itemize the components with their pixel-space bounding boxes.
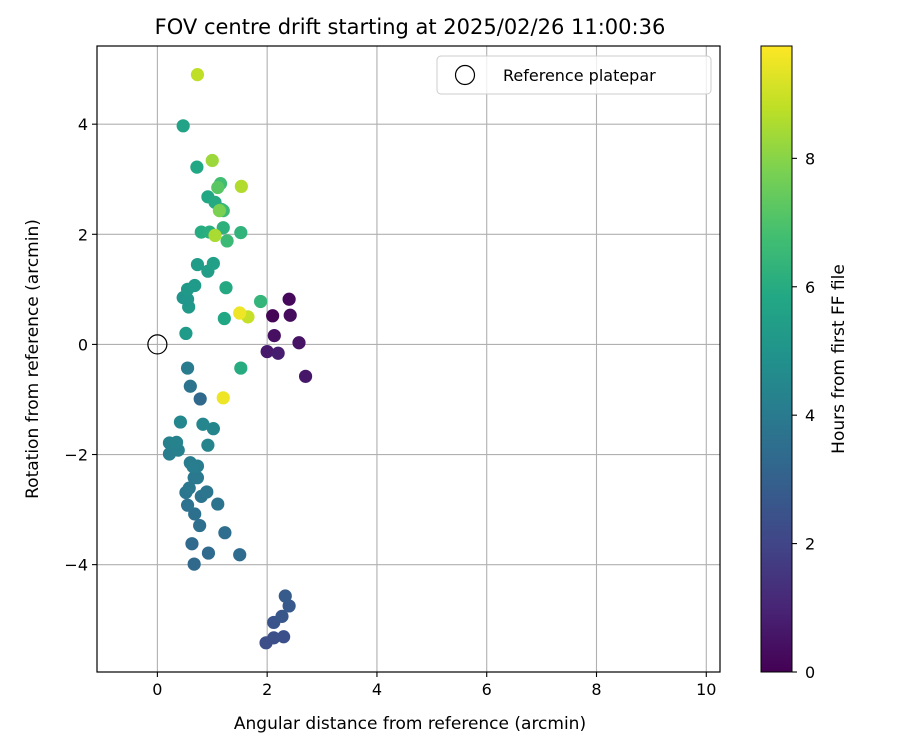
scatter-point: [190, 471, 205, 485]
scatter-point: [187, 557, 201, 571]
scatter-point: [218, 526, 232, 540]
scatter-point: [283, 308, 297, 322]
scatter-point: [193, 518, 207, 533]
y-tick-label: 2: [78, 225, 88, 244]
scatter-point: [233, 306, 247, 320]
scatter-point: [180, 361, 195, 375]
colorbar-label: Hours from first FF file: [829, 264, 849, 454]
colorbar-tick-label: 2: [805, 535, 815, 554]
x-tick-label: 0: [152, 680, 162, 699]
scatter-point: [180, 498, 195, 512]
scatter-point: [201, 546, 216, 560]
scatter-point: [267, 329, 281, 343]
scatter-point: [275, 609, 289, 623]
scatter-point: [234, 226, 248, 240]
scatter-point: [212, 204, 227, 218]
scatter-point: [188, 507, 202, 521]
y-axis-label: Rotation from reference (arcmin): [23, 219, 43, 499]
scatter-point: [186, 460, 200, 474]
scatter-point: [206, 256, 220, 271]
x-tick-label: 10: [696, 680, 716, 699]
scatter-point: [173, 415, 188, 429]
scatter-point: [176, 119, 190, 133]
scatter-point: [282, 292, 296, 306]
chart-title: FOV centre drift starting at 2025/02/26 …: [155, 15, 666, 39]
scatter-point: [233, 548, 247, 562]
scatter-point: [277, 630, 291, 644]
scatter-point: [211, 497, 225, 511]
scatter-point: [216, 221, 230, 235]
x-tick-label: 4: [372, 680, 382, 699]
colorbar-gradient: [760, 45, 793, 673]
scatter-point: [292, 336, 306, 350]
data-points: [162, 68, 313, 650]
legend-entry-reference: Reference platepar: [503, 66, 656, 85]
reference-point: [147, 334, 168, 355]
legend-box: [436, 55, 712, 95]
scatter-point: [282, 599, 296, 613]
scatter-point: [220, 234, 234, 248]
reference-platepar-marker: [147, 334, 168, 355]
legend-marker-icon: [454, 64, 476, 86]
colorbar: 0 2 4 6 8 Hours from first FF file: [760, 45, 849, 682]
scatter-point: [271, 346, 285, 360]
scatter-point: [216, 391, 230, 405]
scatter-point: [182, 481, 196, 495]
scatter-point: [260, 344, 274, 359]
scatter-point: [190, 257, 205, 272]
scatter-point: [219, 281, 233, 295]
x-tick-label: 8: [591, 680, 601, 699]
scatter-point: [234, 361, 248, 375]
scatter-point: [179, 326, 193, 340]
x-axis-label: Angular distance from reference (arcmin): [234, 714, 586, 734]
scatter-point: [266, 309, 280, 323]
scatter-point: [201, 438, 215, 452]
scatter-point: [211, 180, 225, 195]
scatter-point: [298, 369, 313, 383]
y-tick-label: −4: [64, 556, 88, 575]
scatter-point: [278, 589, 292, 603]
colorbar-tick-label: 8: [805, 149, 815, 168]
colorbar-tick-label: 4: [805, 406, 815, 425]
scatter-point: [217, 311, 231, 326]
colorbar-tick-label: 0: [805, 663, 815, 682]
colorbar-tick-label: 6: [805, 278, 815, 297]
plot-frame: [96, 45, 721, 673]
y-tick-label: 0: [78, 335, 88, 354]
scatter-point: [188, 278, 202, 293]
scatter-point: [234, 179, 248, 193]
scatter-point: [183, 379, 197, 393]
scatter-point: [190, 160, 204, 174]
scatter-point: [206, 422, 220, 436]
scatter-point: [253, 294, 268, 309]
scatter-point: [205, 153, 219, 168]
scatter-point: [169, 435, 184, 450]
y-tick-label: −2: [64, 446, 88, 465]
scatter-point: [267, 631, 281, 645]
axis-ticks: 0 2 4 6 8 10 −4 −2 0 2 4: [64, 115, 716, 699]
scatter-point: [196, 417, 210, 431]
grid-lines: [97, 46, 720, 672]
x-tick-label: 6: [482, 680, 492, 699]
legend: Reference platepar: [436, 55, 712, 95]
scatter-point: [190, 68, 205, 82]
scatter-point: [193, 392, 207, 406]
scatter-point: [180, 292, 195, 306]
scatter-point: [200, 485, 214, 499]
y-tick-label: 4: [78, 115, 88, 134]
colorbar-ticks: 0 2 4 6 8: [792, 149, 815, 682]
scatter-point: [185, 537, 199, 551]
x-tick-label: 2: [262, 680, 272, 699]
scatter-point: [208, 228, 222, 242]
